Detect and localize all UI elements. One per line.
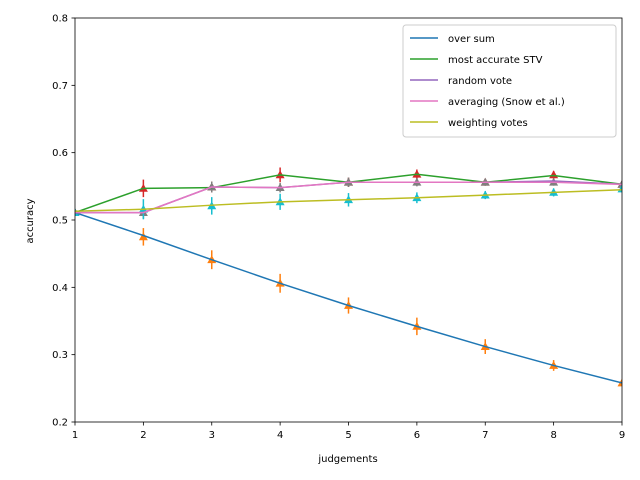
legend-label: averaging (Snow et al.) (448, 97, 565, 108)
legend-item: weighting votes (410, 118, 528, 129)
y-tick-label: 0.4 (52, 283, 68, 294)
plot-area (75, 167, 622, 387)
x-axis-label: judgements (317, 454, 377, 465)
series-line-over-sum (75, 211, 622, 384)
y-tick-label: 0.6 (52, 148, 68, 159)
y-tick-label: 0.5 (52, 216, 68, 227)
legend-label: most accurate STV (448, 55, 543, 66)
y-tick-label: 0.7 (52, 81, 68, 92)
y-tick-label: 0.2 (52, 418, 68, 429)
legend-item: random vote (410, 76, 512, 87)
legend-label: random vote (448, 76, 512, 87)
x-tick-label: 2 (140, 430, 146, 441)
x-tick-label: 1 (72, 430, 78, 441)
x-tick-label: 9 (619, 430, 625, 441)
x-tick-label: 6 (414, 430, 420, 441)
x-tick-label: 3 (209, 430, 215, 441)
legend-label: weighting votes (448, 118, 528, 129)
legend: over sum most accurate STV random vote aver… (402, 24, 617, 138)
x-tick-label: 5 (345, 430, 351, 441)
legend-item: averaging (Snow et al.) (410, 97, 565, 108)
legend-box (402, 24, 617, 138)
legend-item: over sum (410, 34, 495, 45)
series-line-weighting-votes (75, 188, 622, 212)
axes: 1 2 3 4 5 6 7 8 9 0.2 0.3 0.4 0.5 0.6 0.7 0.8 (52, 14, 625, 442)
legend-item: most accurate STV (410, 55, 543, 66)
y-axis-label: accuracy (25, 198, 36, 243)
legend-label: over sum (448, 34, 495, 45)
x-tick-label: 8 (550, 430, 556, 441)
x-tick-label: 7 (482, 430, 488, 441)
plot-content (75, 167, 622, 387)
y-tick-label: 0.8 (52, 14, 68, 25)
x-tick-label: 4 (277, 430, 283, 441)
series-line-averaging-snow-et-al (75, 181, 622, 214)
y-tick-label: 0.3 (52, 350, 68, 361)
